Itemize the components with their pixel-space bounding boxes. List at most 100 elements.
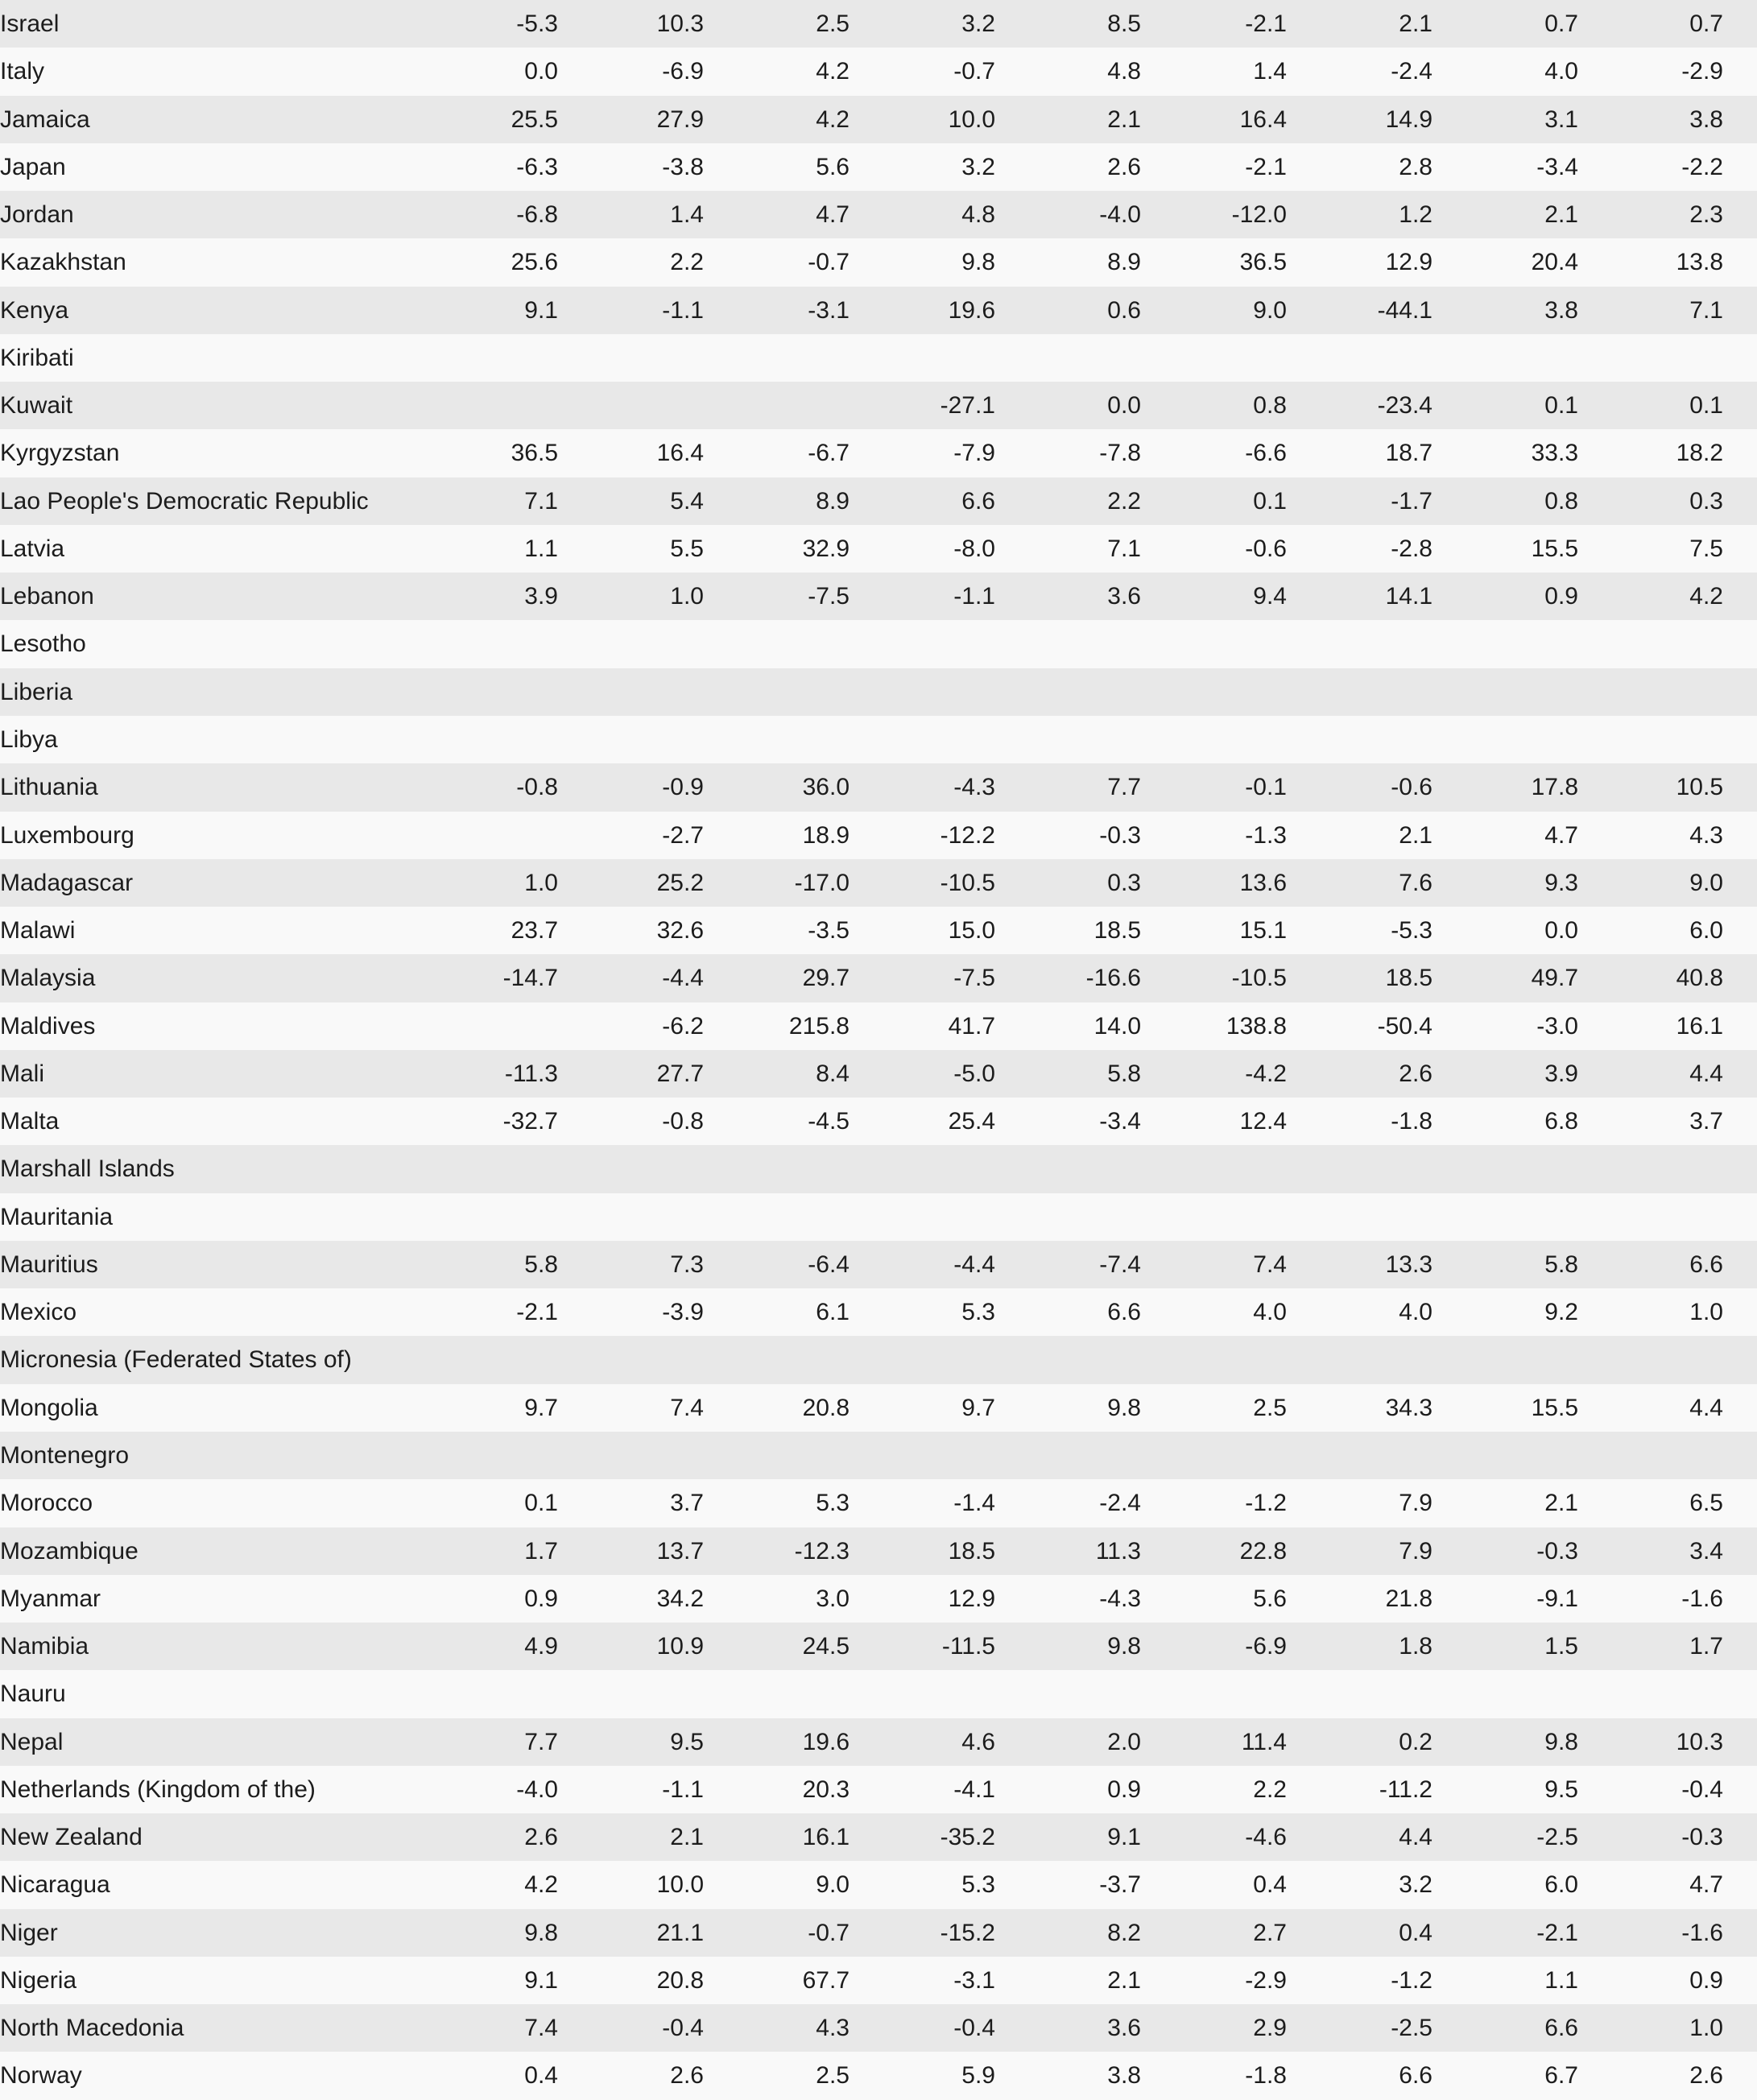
value-cell: 1.7 <box>524 1537 558 1565</box>
value-cell: 23.7 <box>511 917 558 945</box>
value-cell: -35.2 <box>940 1824 995 1851</box>
value-cell: 22.8 <box>1239 1537 1287 1565</box>
value-cell: -0.3 <box>1681 1824 1723 1851</box>
value-cell: 9.0 <box>1253 296 1287 324</box>
value-cell: -3.4 <box>1536 153 1578 180</box>
value-cell: -2.5 <box>1391 2015 1432 2042</box>
value-cell: 0.4 <box>1253 1871 1287 1899</box>
value-cell: 19.6 <box>948 296 995 324</box>
value-cell <box>1578 1145 1757 1193</box>
value-cell: 2.6 <box>1689 2062 1723 2090</box>
value-cell <box>1287 1193 1432 1241</box>
value-cell: -15.2 <box>940 1919 995 1946</box>
value-cell: 0.3 <box>1107 869 1141 896</box>
value-cell: 18.5 <box>948 1537 995 1565</box>
value-cell: 7.7 <box>1107 774 1141 801</box>
value-cell: 0.0 <box>524 58 558 85</box>
value-cell: 5.9 <box>961 2062 995 2090</box>
value-cell: 15.1 <box>1239 917 1287 945</box>
table-row: Lao People's Democratic Republic 7.1 5.4 8.… <box>0 477 1757 525</box>
value-cell: 4.0 <box>1253 1299 1287 1326</box>
value-cell: -4.0 <box>1099 201 1141 229</box>
value-cell <box>1287 334 1432 382</box>
value-cell: 4.4 <box>1399 1824 1432 1851</box>
value-cell: -1.6 <box>1681 1919 1723 1946</box>
value-cell: 2.5 <box>816 10 850 37</box>
country-name-cell: Kiribati <box>0 344 74 371</box>
value-cell: 34.3 <box>1385 1394 1432 1421</box>
value-cell: 10.0 <box>656 1871 704 1899</box>
value-cell: 12.9 <box>948 1585 995 1612</box>
value-cell <box>412 1670 558 1718</box>
value-cell: 15.5 <box>1531 1394 1578 1421</box>
value-cell <box>995 334 1141 382</box>
value-cell: 6.5 <box>1689 1490 1723 1517</box>
value-cell: 10.3 <box>656 10 704 37</box>
country-name-cell: Latvia <box>0 535 65 562</box>
value-cell: 2.6 <box>524 1824 558 1851</box>
value-cell: -1.3 <box>1245 821 1287 849</box>
value-cell: 5.3 <box>816 1490 850 1517</box>
value-cell: 36.0 <box>802 774 850 801</box>
country-name-cell: Netherlands (Kingdom of the) <box>0 1775 316 1803</box>
table-row: Netherlands (Kingdom of the) -4.0 -1.1 20.3… <box>0 1765 1757 1814</box>
value-cell: 7.1 <box>1689 296 1723 324</box>
value-cell: -7.5 <box>953 965 995 992</box>
value-cell: 0.0 <box>1107 392 1141 420</box>
country-name-cell: Maldives <box>0 1012 96 1040</box>
value-cell: 4.0 <box>1544 58 1578 85</box>
value-cell: 9.2 <box>1544 1299 1578 1326</box>
value-cell: -1.1 <box>662 1775 704 1803</box>
value-cell <box>1287 1336 1432 1383</box>
value-cell <box>704 1145 850 1193</box>
value-cell: 3.9 <box>1544 1060 1578 1087</box>
value-cell <box>1432 1193 1578 1241</box>
table-row: Luxembourg -2.7 18.9 -12.2 -0.3 -1.3 2.1 4.7 4.3 <box>0 811 1757 859</box>
table-row: Montenegro <box>0 1431 1757 1480</box>
value-cell: 7.7 <box>524 1728 558 1755</box>
value-cell: 3.9 <box>524 583 558 610</box>
value-cell <box>1432 334 1578 382</box>
value-cell: -3.5 <box>808 917 850 945</box>
value-cell <box>995 1193 1141 1241</box>
value-cell: 215.8 <box>788 1012 850 1040</box>
value-cell <box>1578 1336 1757 1383</box>
table-row: Malaysia -14.7 -4.4 29.7 -7.5 -16.6 -10.5 18.5 4… <box>0 954 1757 1002</box>
value-cell: 9.8 <box>1107 1633 1141 1660</box>
value-cell: 10.9 <box>656 1633 704 1660</box>
value-cell <box>412 1145 558 1193</box>
country-name-cell: Liberia <box>0 678 73 705</box>
value-cell <box>1141 334 1287 382</box>
value-cell: 9.1 <box>1107 1824 1141 1851</box>
country-name-cell: Jordan <box>0 201 74 229</box>
value-cell: 3.2 <box>961 153 995 180</box>
country-name-cell: Mexico <box>0 1299 77 1326</box>
value-cell <box>995 716 1141 763</box>
value-cell: 2.8 <box>1399 153 1432 180</box>
value-cell: -5.3 <box>516 10 558 37</box>
value-cell: 6.6 <box>961 487 995 515</box>
value-cell: 4.2 <box>524 1871 558 1899</box>
value-cell <box>558 382 704 429</box>
country-name-cell: Nigeria <box>0 1966 77 1994</box>
value-cell: 67.7 <box>802 1966 850 1994</box>
value-cell: 32.9 <box>802 535 850 562</box>
value-cell: 18.9 <box>802 821 850 849</box>
country-name-cell: Niger <box>0 1919 58 1946</box>
value-cell <box>1432 1336 1578 1383</box>
value-cell <box>850 1145 995 1193</box>
value-cell <box>1141 716 1287 763</box>
value-cell <box>558 1336 704 1383</box>
value-cell <box>1578 1193 1757 1241</box>
value-cell: -2.1 <box>1245 10 1287 37</box>
value-cell <box>704 382 850 429</box>
value-cell: -3.4 <box>1099 1108 1141 1135</box>
value-cell: -2.1 <box>1536 1919 1578 1946</box>
value-cell <box>412 382 558 429</box>
value-cell: 12.9 <box>1385 249 1432 276</box>
value-cell: 25.4 <box>948 1108 995 1135</box>
value-cell <box>704 1432 850 1479</box>
country-name-cell: North Macedonia <box>0 2015 184 2042</box>
value-cell: -6.4 <box>808 1250 850 1278</box>
value-cell: -7.9 <box>953 440 995 467</box>
